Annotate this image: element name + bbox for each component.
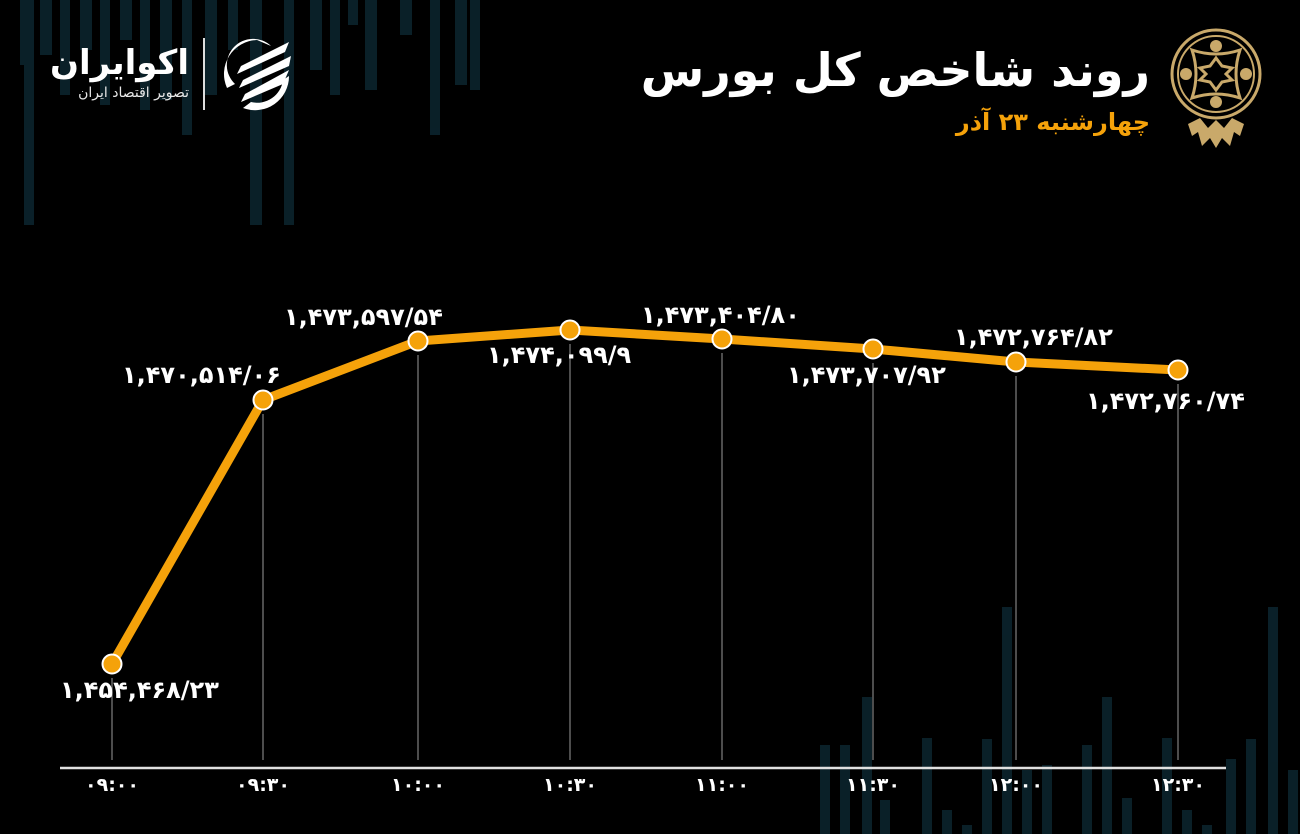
index-series-line [107,325,1183,669]
brand-divider [203,38,205,110]
x-axis-tick-label: ۱۰:۰۰ [391,774,445,796]
x-axis-tick-label: ۱۱:۳۰ [846,774,900,796]
data-value-label: ۱,۴۷۳,۷۰۷/۹۲ [787,361,946,389]
data-point-marker[interactable] [1167,359,1189,381]
data-value-label: ۱,۴۷۴,۰۹۹/۹ [487,341,632,369]
x-axis-tick-label: ۰۹:۰۰ [85,774,139,796]
drop-lines [111,344,1179,760]
x-axis-tick-label: ۰۹:۳۰ [236,774,290,796]
x-axis-tick-label: ۱۰:۳۰ [543,774,597,796]
data-value-label: ۱,۴۷۲,۷۶۴/۸۲ [954,323,1113,351]
title-block: روند شاخص کل بورس چهارشنبه ۲۳ آذر [641,38,1150,142]
data-value-label: ۱,۴۷۰,۵۱۴/۰۶ [122,361,281,389]
data-point-marker[interactable] [711,328,733,350]
brand-name: اکوایران [50,43,189,83]
data-value-label: ۱,۴۷۲,۷۶۰/۷۴ [1086,387,1245,415]
date-subtitle: چهارشنبه ۲۳ آذر [955,108,1150,136]
data-point-marker[interactable] [252,389,274,411]
data-point-marker[interactable] [407,330,429,352]
data-point-markers [101,319,1189,675]
brand-tagline: تصویر اقتصاد ایران [78,85,189,101]
brand-logo: اکوایران تصویر اقتصاد ایران [50,36,295,112]
x-axis-tick-label: ۱۱:۰۰ [695,774,749,796]
data-point-marker[interactable] [101,653,123,675]
x-axis-tick-label: ۱۲:۳۰ [1151,774,1205,796]
data-value-label: ۱,۴۷۳,۴۰۴/۸۰ [641,301,800,329]
data-value-label: ۱,۴۵۴,۴۶۸/۲۳ [60,676,219,704]
page-title: روند شاخص کل بورس [640,43,1150,97]
brand-text: اکوایران تصویر اقتصاد ایران [50,44,189,104]
tehran-stock-exchange-emblem-icon [1170,28,1262,148]
data-point-marker[interactable] [559,319,581,341]
x-axis-tick-label: ۱۲:۰۰ [989,774,1043,796]
data-point-marker[interactable] [1005,351,1027,373]
data-value-label: ۱,۴۷۳,۵۹۷/۵۴ [284,303,443,331]
data-point-marker[interactable] [862,338,884,360]
ecoiran-logo-icon [223,38,291,111]
